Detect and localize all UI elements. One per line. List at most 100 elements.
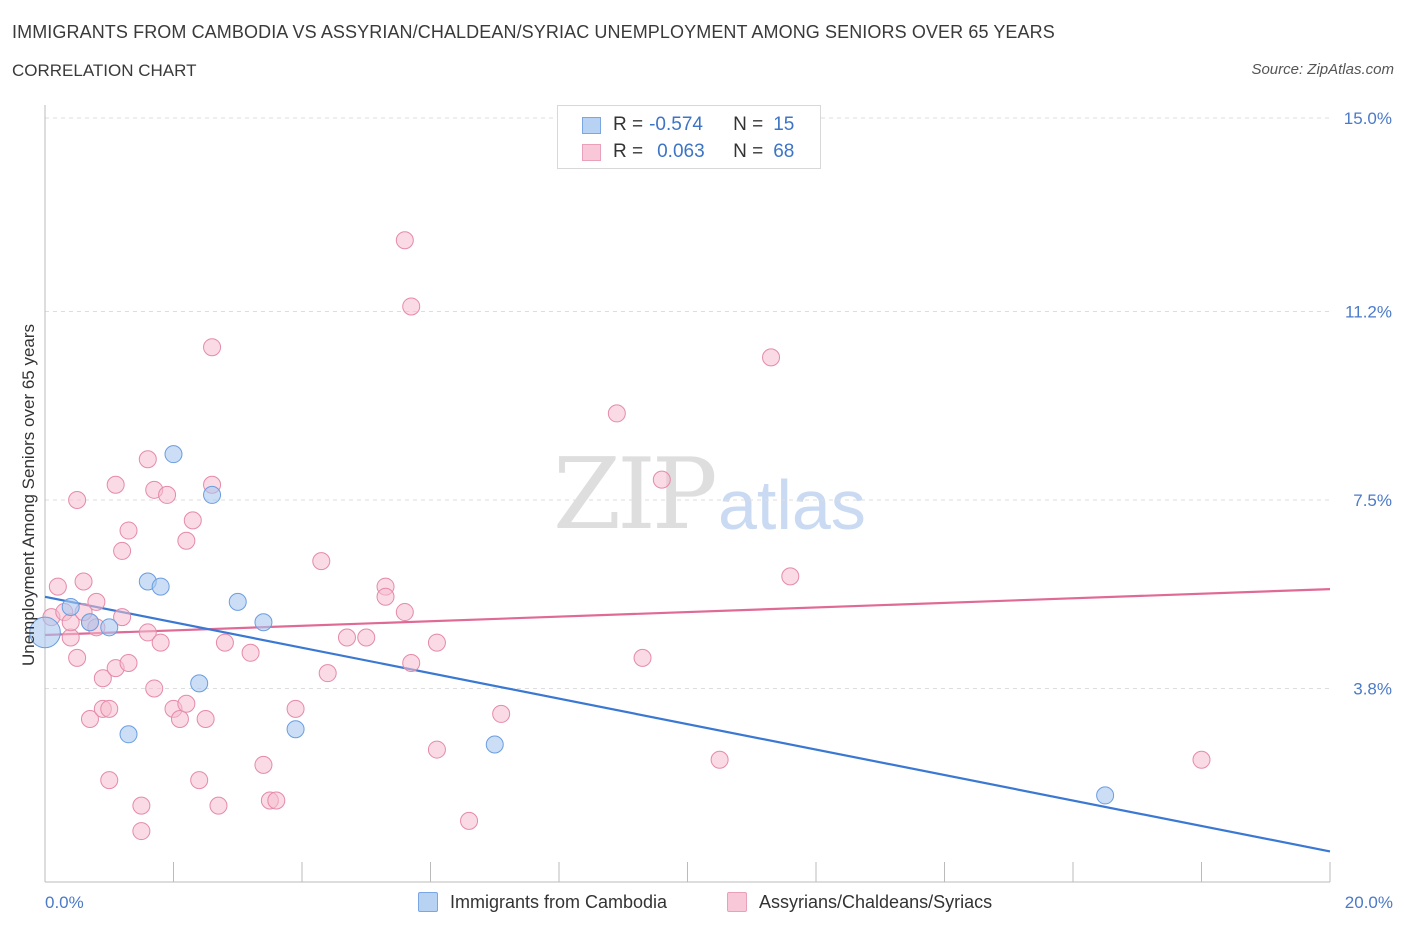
- data-point-cambodia: [228, 592, 247, 611]
- legend-r-label: R =: [613, 141, 644, 162]
- data-point-cambodia: [190, 674, 209, 693]
- legend-row-assyrians: R = 0.063 N = 68: [582, 140, 794, 164]
- chart-subtitle: CORRELATION CHART: [12, 61, 197, 80]
- x-tick-label-start: 0.0%: [45, 893, 84, 912]
- watermark-atlas: atlas: [718, 466, 866, 544]
- data-point-assyrians: [87, 592, 106, 611]
- data-point-assyrians: [196, 710, 215, 729]
- data-point-assyrians: [113, 541, 132, 560]
- data-point-cambodia: [29, 616, 61, 649]
- data-point-assyrians: [119, 521, 138, 540]
- data-point-assyrians: [138, 623, 157, 642]
- data-point-assyrians: [215, 633, 234, 652]
- y-axis-label: Unemployment Among Seniors over 65 years: [19, 324, 38, 666]
- data-point-assyrians: [209, 796, 228, 815]
- trend-lines: [44, 588, 1331, 853]
- data-point-assyrians: [607, 404, 626, 423]
- source-label: Source: ZipAtlas.com: [1251, 61, 1394, 78]
- data-point-assyrians: [132, 822, 151, 841]
- data-point-assyrians: [337, 628, 356, 647]
- data-point-cambodia: [164, 445, 183, 464]
- data-point-assyrians: [158, 485, 177, 504]
- data-point-assyrians: [183, 511, 202, 530]
- data-point-assyrians: [93, 669, 112, 688]
- data-point-cambodia: [286, 720, 305, 739]
- data-point-assyrians: [781, 567, 800, 586]
- data-point-assyrians: [145, 679, 164, 698]
- legend-n-value: 68: [773, 141, 795, 162]
- data-point-assyrians: [74, 572, 93, 591]
- data-point-assyrians: [376, 587, 395, 606]
- legend-item-cambodia[interactable]: Immigrants from Cambodia: [418, 890, 667, 914]
- y-tick-label: 15.0%: [1344, 109, 1392, 128]
- data-point-assyrians: [100, 771, 119, 790]
- data-point-assyrians: [113, 608, 132, 627]
- data-point-assyrians: [1192, 750, 1211, 769]
- data-point-assyrians: [427, 633, 446, 652]
- legend-r-label: R =: [613, 114, 644, 135]
- data-point-assyrians: [106, 475, 125, 494]
- data-point-assyrians: [177, 531, 196, 550]
- data-point-assyrians: [68, 491, 87, 509]
- data-point-cambodia: [203, 485, 222, 504]
- y-tick-label: 11.2%: [1345, 303, 1392, 322]
- legend-row-cambodia: R = -0.574 N = 15: [582, 113, 794, 137]
- data-point-assyrians: [318, 664, 337, 683]
- legend-n-value: 15: [773, 114, 795, 135]
- data-point-cambodia: [100, 618, 119, 637]
- data-point-assyrians: [395, 603, 414, 622]
- data-point-assyrians: [68, 648, 87, 667]
- data-point-assyrians: [633, 648, 652, 667]
- data-point-cambodia: [151, 577, 170, 596]
- legend-n-label: N =: [733, 141, 764, 162]
- tick-labels: 3.8% 7.5% 11.2% 15.0% 0.0% 20.0%: [45, 109, 1393, 912]
- y-tick-label: 3.8%: [1353, 679, 1392, 698]
- data-point-assyrians: [100, 699, 119, 718]
- data-point-assyrians: [460, 811, 479, 830]
- data-point-assyrians: [138, 450, 157, 469]
- data-point-assyrians: [357, 628, 376, 647]
- legend-swatch-blue: [582, 116, 601, 134]
- data-point-assyrians: [132, 796, 151, 815]
- data-point-assyrians: [652, 470, 671, 489]
- data-point-cambodia: [485, 735, 504, 754]
- data-point-assyrians: [710, 750, 729, 769]
- y-tick-label: 7.5%: [1353, 491, 1392, 510]
- data-point-assyrians: [427, 740, 446, 759]
- data-point-assyrians: [190, 771, 209, 790]
- data-point-assyrians: [241, 643, 260, 662]
- legend-swatch-pink: [727, 892, 747, 912]
- data-point-cambodia: [61, 597, 80, 616]
- axes: [44, 105, 1331, 883]
- chart-title: IMMIGRANTS FROM CAMBODIA VS ASSYRIAN/CHA…: [12, 22, 1055, 42]
- series-assyrians-points: [42, 231, 1211, 841]
- trend-line-cambodia: [44, 595, 1331, 853]
- data-point-assyrians: [402, 297, 421, 316]
- data-point-assyrians: [254, 755, 273, 774]
- data-point-cambodia: [1096, 786, 1115, 805]
- data-point-assyrians: [492, 704, 511, 723]
- data-point-assyrians: [170, 710, 189, 729]
- data-point-assyrians: [48, 577, 67, 596]
- correlation-legend: R = -0.574 N = 15 R = 0.063 N = 68: [557, 105, 821, 169]
- watermark-zip: ZIP: [553, 438, 718, 552]
- legend-r-value: -0.574: [649, 114, 703, 135]
- data-point-assyrians: [395, 231, 414, 250]
- legend-label-cambodia: Immigrants from Cambodia: [450, 891, 668, 912]
- legend-label-assyrians: Assyrians/Chaldeans/Syriacs: [759, 891, 993, 912]
- data-point-assyrians: [286, 699, 305, 718]
- legend-item-assyrians[interactable]: Assyrians/Chaldeans/Syriacs: [727, 890, 992, 914]
- data-point-assyrians: [61, 628, 80, 647]
- legend-r-value: 0.063: [657, 141, 705, 162]
- series-cambodia-points: [29, 445, 1115, 805]
- data-point-assyrians: [151, 633, 170, 652]
- data-point-assyrians: [177, 694, 196, 713]
- data-point-assyrians: [402, 653, 421, 672]
- x-tick-label-end: 20.0%: [1345, 893, 1393, 912]
- legend-swatch-blue: [418, 892, 438, 912]
- data-point-assyrians: [267, 791, 286, 810]
- data-point-assyrians: [119, 653, 138, 672]
- data-point-assyrians: [762, 348, 781, 367]
- data-point-cambodia: [80, 613, 99, 632]
